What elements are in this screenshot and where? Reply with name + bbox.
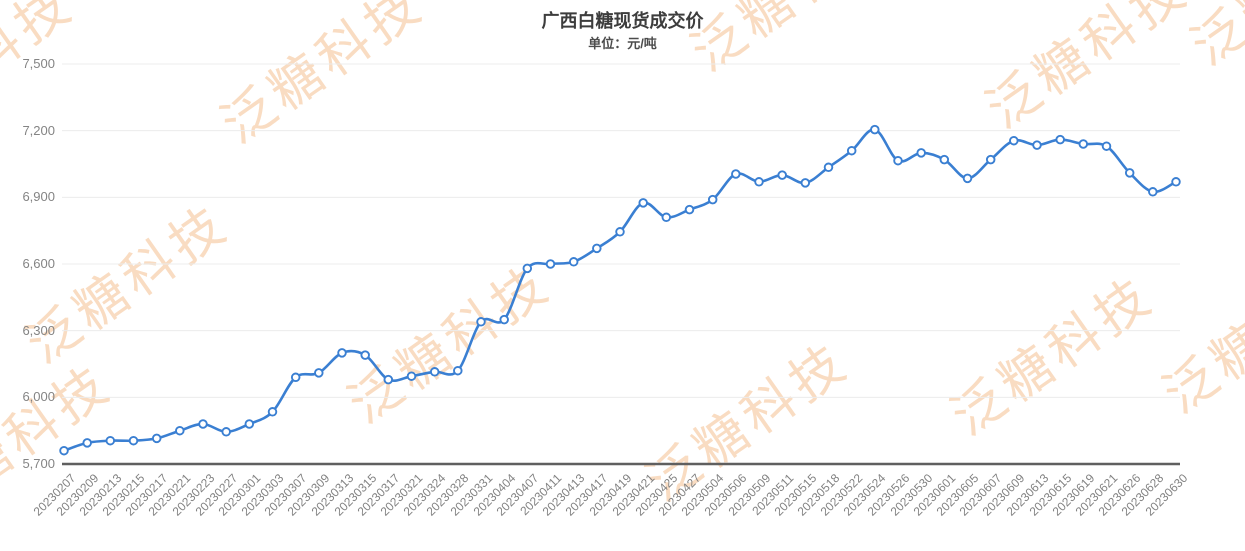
data-point-20230601[interactable] xyxy=(939,154,950,165)
data-point-20230628[interactable] xyxy=(1148,187,1158,197)
data-point-20230207[interactable] xyxy=(59,445,69,456)
data-point-20230506[interactable] xyxy=(731,169,741,179)
data-point-20230303[interactable] xyxy=(267,407,278,417)
data-point-20230524[interactable] xyxy=(870,124,880,135)
y-axis-tick-label: 6,000 xyxy=(22,389,55,405)
data-point-20230626[interactable] xyxy=(1124,168,1135,178)
data-point-20230217[interactable] xyxy=(151,433,162,444)
data-point-20230317[interactable] xyxy=(383,374,394,385)
data-point-20230328[interactable] xyxy=(453,365,463,376)
data-point-20230522[interactable] xyxy=(846,145,857,156)
data-point-20230630[interactable] xyxy=(1171,177,1181,187)
data-point-20230417[interactable] xyxy=(592,243,602,254)
data-point-20230213[interactable] xyxy=(105,435,116,446)
data-point-20230526[interactable] xyxy=(893,155,903,166)
data-point-20230515[interactable] xyxy=(800,178,811,188)
data-point-20230518[interactable] xyxy=(823,162,834,173)
chart-unit-label: 单位：元/吨 xyxy=(588,36,657,51)
data-point-20230509[interactable] xyxy=(754,177,764,187)
y-axis-tick-label: 7,200 xyxy=(22,122,55,138)
data-point-20230313[interactable] xyxy=(337,348,347,358)
data-point-20230324[interactable] xyxy=(429,367,440,377)
data-point-20230331[interactable] xyxy=(476,317,486,327)
y-axis-tick-label: 7,500 xyxy=(22,56,55,71)
data-point-20230413[interactable] xyxy=(568,257,579,267)
data-point-20230530[interactable] xyxy=(916,148,926,158)
data-point-20230427[interactable] xyxy=(684,204,695,215)
y-axis-tick-label: 5,700 xyxy=(22,456,55,471)
chart-title: 广西白糖现货成交价 xyxy=(541,11,704,31)
data-point-20230613[interactable] xyxy=(1032,140,1042,150)
data-point-20230315[interactable] xyxy=(360,350,370,360)
data-point-20230511[interactable] xyxy=(777,170,787,180)
data-point-20230615[interactable] xyxy=(1055,134,1065,145)
data-point-20230407[interactable] xyxy=(522,263,533,274)
data-point-20230609[interactable] xyxy=(1009,135,1019,146)
data-point-20230301[interactable] xyxy=(244,419,255,429)
data-point-20230307[interactable] xyxy=(290,372,301,383)
data-point-20230425[interactable] xyxy=(661,212,672,223)
data-point-20230504[interactable] xyxy=(707,194,718,205)
price-line xyxy=(62,128,1178,452)
data-point-20230607[interactable] xyxy=(985,154,996,165)
data-point-20230621[interactable] xyxy=(1101,141,1112,151)
data-point-20230321[interactable] xyxy=(406,371,417,381)
data-point-20230209[interactable] xyxy=(82,438,92,448)
data-point-20230309[interactable] xyxy=(314,368,324,378)
data-point-20230419[interactable] xyxy=(615,227,625,237)
y-axis-tick-label: 6,300 xyxy=(22,322,55,338)
data-point-20230421[interactable] xyxy=(638,198,648,208)
data-point-20230619[interactable] xyxy=(1078,139,1089,149)
data-point-20230605[interactable] xyxy=(962,173,973,184)
data-point-20230223[interactable] xyxy=(198,419,208,429)
data-point-20230404[interactable] xyxy=(499,314,509,325)
data-point-20230221[interactable] xyxy=(175,425,185,436)
y-axis-tick-label: 6,600 xyxy=(22,256,55,271)
data-point-20230411[interactable] xyxy=(545,259,556,269)
y-axis-tick-label: 6,900 xyxy=(22,189,55,205)
data-point-20230227[interactable] xyxy=(221,427,231,437)
data-point-20230215[interactable] xyxy=(128,435,139,446)
